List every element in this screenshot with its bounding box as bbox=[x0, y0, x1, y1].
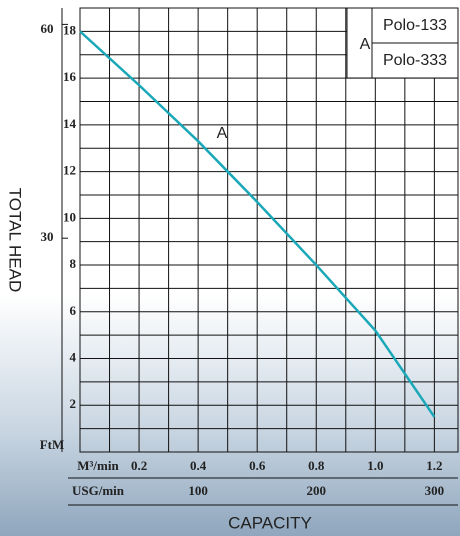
y-tick-label: 2 bbox=[70, 396, 77, 411]
x-unit: M³/min bbox=[77, 458, 119, 473]
y-axis-title: TOTAL HEAD bbox=[6, 188, 25, 293]
x-tick-label: 1.2 bbox=[426, 458, 442, 473]
plot-frame bbox=[79, 7, 459, 453]
x2-unit: USG/min bbox=[72, 483, 125, 498]
curve-label: A bbox=[217, 125, 228, 142]
legend-label: A bbox=[360, 36, 371, 53]
curve bbox=[79, 30, 436, 418]
x-tick-label: 0.8 bbox=[308, 458, 325, 473]
x2-tick-label: 300 bbox=[425, 483, 445, 498]
x-tick-label: 1.0 bbox=[367, 458, 383, 473]
y-tick-label: 18 bbox=[63, 22, 77, 37]
y2-tick-label: 30 bbox=[41, 229, 54, 244]
x2-tick-label: 200 bbox=[307, 483, 327, 498]
x-tick-label: 0.2 bbox=[131, 458, 147, 473]
y-tick-label: 16 bbox=[63, 69, 77, 84]
y-tick-label: 10 bbox=[63, 209, 76, 224]
x-axis-title: CAPACITY bbox=[228, 513, 312, 532]
legend-model: Polo-333 bbox=[383, 52, 447, 69]
y-tick-label: 8 bbox=[70, 256, 77, 271]
y-tick-label: 6 bbox=[70, 303, 77, 318]
y-tick-label: 12 bbox=[63, 163, 76, 178]
y-tick-label: 14 bbox=[63, 116, 77, 131]
y2-tick-label: 60 bbox=[41, 21, 54, 36]
y-tick-label: 4 bbox=[70, 350, 77, 365]
x-tick-label: 0.4 bbox=[190, 458, 207, 473]
x2-tick-label: 100 bbox=[188, 483, 208, 498]
x-tick-label: 0.6 bbox=[249, 458, 266, 473]
corner-label: FtM bbox=[40, 437, 65, 452]
legend-model: Polo-133 bbox=[383, 17, 447, 34]
